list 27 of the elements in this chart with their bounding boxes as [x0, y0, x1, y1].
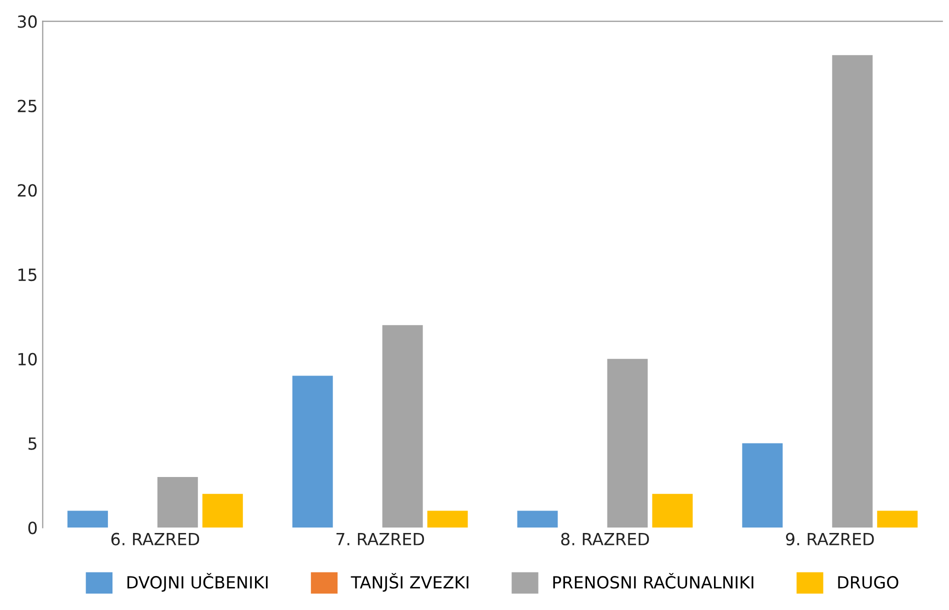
legend-label: PRENOSNI RAČUNALNIKI: [553, 572, 754, 589]
bar: [67, 510, 108, 528]
bar: [877, 510, 918, 528]
bar: [382, 325, 423, 528]
bar: [157, 477, 198, 528]
legend-label: TANJŠI ZVEZKI: [350, 572, 468, 592]
y-tick-label: 20: [18, 184, 37, 197]
y-tick-label: 0: [28, 522, 37, 534]
x-tick-label: 7. RAZRED: [336, 533, 424, 546]
y-tick-label: 25: [18, 100, 36, 112]
x-tick-label: 9. RAZRED: [786, 532, 874, 546]
bar: [607, 358, 648, 528]
y-tick-label: 15: [18, 268, 36, 282]
x-tick-label: 6. RAZRED: [111, 532, 200, 546]
bar: [742, 443, 783, 528]
bar: [652, 494, 693, 528]
y-tick-label: 5: [28, 437, 36, 450]
y-tick-label: 30: [18, 15, 37, 28]
bar: [832, 55, 873, 528]
bar: [202, 494, 243, 528]
x-tick-label: 8. RAZRED: [561, 532, 649, 546]
y-tick-label: 10: [18, 352, 37, 366]
legend-label: DRUGO: [838, 576, 898, 589]
bar: [292, 376, 333, 528]
legend-label: DVOJNI UČBENIKI: [127, 572, 268, 592]
bar: [427, 510, 468, 528]
bar: [517, 510, 558, 528]
